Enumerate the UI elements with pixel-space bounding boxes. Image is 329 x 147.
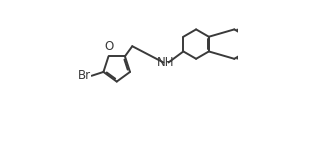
Text: O: O (104, 40, 113, 53)
Text: Br: Br (78, 69, 91, 82)
Text: NH: NH (157, 56, 174, 69)
